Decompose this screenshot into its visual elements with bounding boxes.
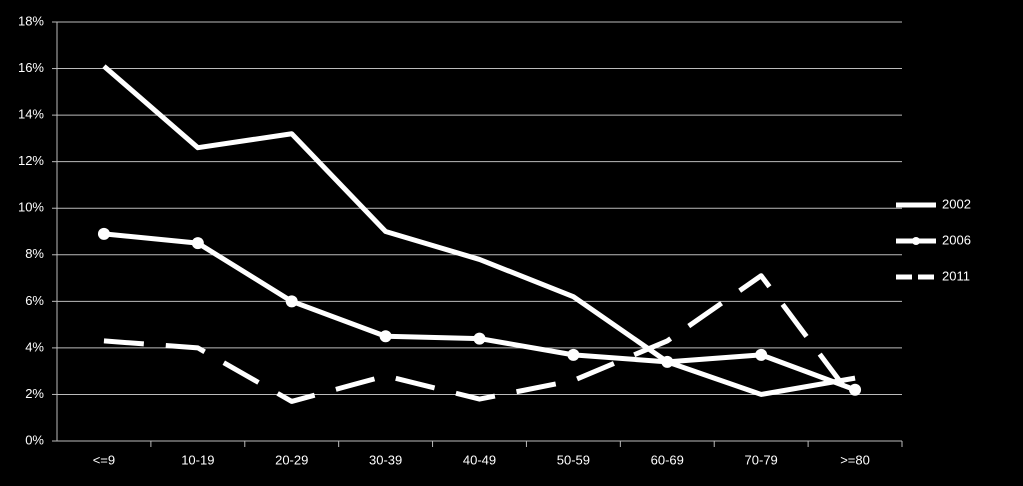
x-tick-label: 30-39 — [369, 452, 402, 467]
marker — [379, 330, 392, 343]
legend-label: 2002 — [942, 196, 971, 211]
y-tick-label: 16% — [18, 60, 44, 75]
x-tick-label: >=80 — [840, 452, 870, 467]
x-tick-label: 70-79 — [745, 452, 778, 467]
marker — [755, 348, 768, 361]
y-tick-label: 14% — [18, 107, 44, 122]
legend-marker — [912, 237, 920, 245]
marker — [473, 332, 486, 345]
x-tick-label: 60-69 — [651, 452, 684, 467]
x-tick-label: 10-19 — [181, 452, 214, 467]
y-tick-label: 6% — [25, 293, 44, 308]
marker — [285, 295, 298, 308]
series-line — [103, 273, 858, 404]
x-tick-label: 50-59 — [557, 452, 590, 467]
y-tick-label: 2% — [25, 386, 44, 401]
y-tick-label: 10% — [18, 200, 44, 215]
y-tick-label: 12% — [18, 153, 44, 168]
x-tick-label: <=9 — [93, 452, 115, 467]
marker — [191, 237, 204, 250]
y-tick-label: 4% — [25, 339, 44, 354]
y-tick-label: 8% — [25, 246, 44, 261]
x-tick-label: 20-29 — [275, 452, 308, 467]
marker — [661, 355, 674, 368]
y-tick-label: 18% — [18, 13, 44, 28]
series-line — [102, 64, 856, 397]
marker — [567, 348, 580, 361]
y-tick-label: 0% — [25, 432, 44, 447]
legend-label: 2011 — [942, 268, 970, 283]
x-tick-label: 40-49 — [463, 452, 496, 467]
legend-label: 2006 — [942, 232, 971, 247]
marker — [97, 227, 110, 240]
marker — [849, 383, 862, 396]
